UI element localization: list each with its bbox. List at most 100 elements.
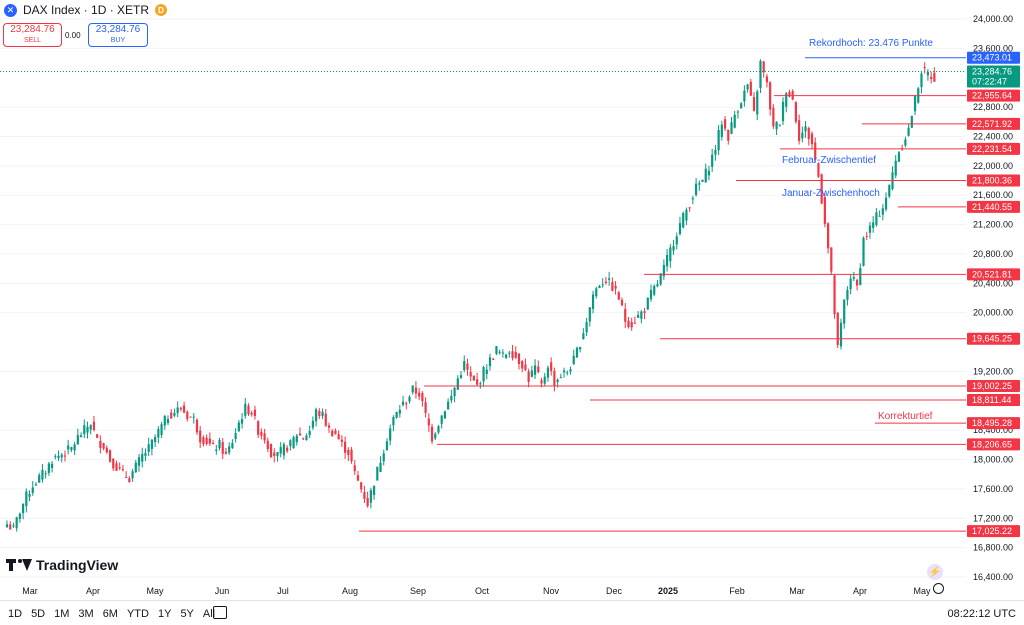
candle-body[interactable] (530, 370, 533, 377)
candle-body[interactable] (92, 421, 96, 430)
candle-body[interactable] (440, 415, 443, 424)
candle-body[interactable] (331, 430, 334, 437)
candle-body[interactable] (913, 95, 917, 112)
candle-body[interactable] (801, 132, 804, 139)
candle-body[interactable] (746, 84, 749, 90)
candle-body[interactable] (108, 450, 112, 462)
candle-body[interactable] (540, 380, 543, 384)
candle-body[interactable] (70, 447, 73, 450)
candle-body[interactable] (289, 440, 292, 447)
candle-body[interactable] (859, 268, 862, 286)
candle-body[interactable] (888, 185, 891, 197)
candle-body[interactable] (376, 466, 379, 481)
candle-body[interactable] (418, 392, 421, 397)
candle-body[interactable] (598, 285, 601, 289)
candle-body[interactable] (720, 124, 723, 137)
candle-body[interactable] (47, 463, 50, 473)
candle-body[interactable] (179, 407, 182, 410)
candle-body[interactable] (350, 449, 353, 462)
candle-body[interactable] (498, 351, 501, 353)
candle-body[interactable] (472, 375, 475, 381)
candle-body[interactable] (524, 364, 527, 370)
candle-body[interactable] (237, 422, 240, 432)
candle-body[interactable] (463, 361, 466, 371)
candle-body[interactable] (514, 352, 517, 358)
candle-body[interactable] (356, 475, 360, 481)
candle-body[interactable] (579, 347, 582, 350)
candle-body[interactable] (678, 223, 682, 234)
candle-body[interactable] (666, 254, 669, 267)
candle-body[interactable] (389, 428, 392, 441)
candle-body[interactable] (868, 225, 872, 233)
candle-body[interactable] (707, 170, 711, 176)
price-chart[interactable]: 24,000.00 23,600.00 22,800.00 22,400.00 22,0… (0, 0, 1024, 600)
candle-body[interactable] (862, 237, 865, 266)
candle-body[interactable] (263, 433, 266, 441)
candle-body[interactable] (533, 365, 537, 375)
candle-body[interactable] (788, 91, 791, 97)
candle-body[interactable] (711, 154, 714, 167)
candle-body[interactable] (701, 179, 704, 182)
candle-body[interactable] (137, 457, 141, 466)
candle-body[interactable] (89, 425, 92, 430)
candle-body[interactable] (315, 409, 318, 422)
candle-body[interactable] (134, 462, 137, 473)
candle-body[interactable] (798, 120, 801, 141)
candle-body[interactable] (382, 453, 385, 462)
candle-body[interactable] (488, 357, 492, 367)
candle-body[interactable] (511, 351, 514, 359)
candle-body[interactable] (31, 487, 34, 493)
candle-body[interactable] (18, 513, 21, 519)
candle-body[interactable] (717, 129, 720, 151)
candle-body[interactable] (253, 409, 257, 417)
candle-body[interactable] (86, 426, 89, 433)
candle-body[interactable] (601, 284, 604, 286)
candle-body[interactable] (250, 412, 253, 415)
candle-body[interactable] (25, 491, 28, 507)
candle-body[interactable] (694, 183, 698, 195)
candle-body[interactable] (820, 174, 823, 204)
candle-body[interactable] (617, 292, 620, 300)
candle-body[interactable] (926, 72, 930, 76)
candle-body[interactable] (907, 127, 910, 136)
candle-body[interactable] (395, 411, 398, 418)
candle-body[interactable] (736, 111, 740, 113)
candle-body[interactable] (15, 517, 18, 529)
candle-body[interactable] (843, 299, 846, 324)
candle-body[interactable] (9, 524, 12, 530)
candle-body[interactable] (537, 366, 540, 373)
candle-body[interactable] (73, 444, 76, 451)
candle-body[interactable] (276, 452, 279, 457)
candle-body[interactable] (894, 160, 897, 176)
candle-body[interactable] (170, 412, 173, 419)
candle-body[interactable] (163, 415, 166, 426)
candle-body[interactable] (785, 93, 788, 107)
candle-body[interactable] (366, 497, 369, 507)
candle-body[interactable] (691, 198, 694, 200)
candle-body[interactable] (353, 465, 356, 472)
candle-body[interactable] (881, 208, 884, 215)
candle-body[interactable] (411, 385, 414, 393)
range-all[interactable]: All (202, 608, 216, 620)
candle-body[interactable] (60, 454, 63, 458)
candle-body[interactable] (369, 490, 372, 503)
candle-body[interactable] (904, 139, 907, 146)
candle-body[interactable] (286, 447, 289, 452)
candle-body[interactable] (205, 437, 208, 444)
candle-body[interactable] (556, 379, 559, 382)
candle-body[interactable] (28, 493, 31, 497)
candle-body[interactable] (154, 436, 157, 443)
candle-body[interactable] (659, 273, 662, 285)
candle-body[interactable] (669, 247, 672, 262)
settings-gear-icon[interactable] (933, 583, 944, 594)
candle-body[interactable] (704, 168, 707, 183)
candle-body[interactable] (41, 469, 44, 480)
candle-body[interactable] (656, 284, 659, 287)
candle-body[interactable] (453, 387, 456, 397)
candle-body[interactable] (604, 281, 608, 283)
close-icon[interactable]: ✕ (4, 3, 17, 17)
range-3m[interactable]: 3M (78, 608, 94, 620)
candle-body[interactable] (147, 444, 150, 452)
candle-body[interactable] (240, 419, 244, 424)
candle-body[interactable] (582, 333, 585, 340)
